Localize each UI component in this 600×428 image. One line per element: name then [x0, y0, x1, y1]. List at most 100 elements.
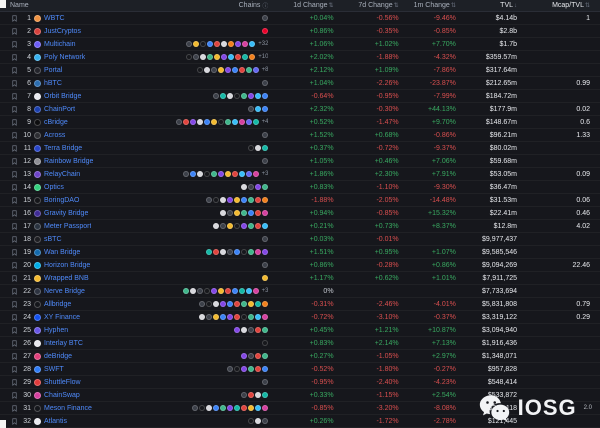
bookmark-icon[interactable]: [10, 170, 18, 178]
protocol-name-link[interactable]: SWFT: [44, 365, 64, 373]
bookmark-icon[interactable]: [10, 287, 18, 295]
column-header-1d-change[interactable]: 1d Change: [293, 2, 328, 9]
bookmark-icon[interactable]: [10, 404, 18, 412]
change-7d-value: -2.26%: [376, 79, 399, 87]
change-1m-value: -9.46%: [433, 14, 456, 22]
protocol-name-link[interactable]: deBridge: [44, 352, 73, 360]
bookmark-icon[interactable]: [10, 131, 18, 139]
tvl-value: $3,319,122: [481, 313, 518, 321]
bookmark-icon[interactable]: [10, 261, 18, 269]
protocol-name-link[interactable]: ChainPort: [44, 105, 76, 113]
chain-icon: [262, 301, 269, 307]
bookmark-icon[interactable]: [10, 313, 18, 321]
bookmark-icon[interactable]: [10, 209, 18, 217]
sort-icon[interactable]: ⇅: [584, 3, 591, 9]
protocol-name-link[interactable]: WBTC: [44, 14, 65, 22]
protocol-name-link[interactable]: Wrapped BNB: [44, 274, 89, 282]
protocol-name-link[interactable]: Terra Bridge: [44, 144, 83, 152]
tvl-value: $9,094,269: [481, 261, 518, 269]
tvl-value: $957,828: [487, 365, 518, 373]
protocol-name-link[interactable]: Across: [44, 131, 66, 139]
change-1m-value: -0.86%: [433, 131, 456, 139]
protocol-name-link[interactable]: Atlantis: [44, 417, 67, 425]
protocol-name-link[interactable]: Optics: [44, 183, 64, 191]
bookmark-icon[interactable]: [10, 391, 18, 399]
sort-icon[interactable]: ↓: [514, 3, 518, 9]
protocol-name-link[interactable]: ChainSwap: [44, 391, 80, 399]
info-icon[interactable]: ⓘ: [262, 4, 269, 10]
protocol-name-link[interactable]: Wan Bridge: [44, 248, 81, 256]
protocol-name-link[interactable]: Poly Network: [44, 53, 86, 61]
chain-icon: [255, 366, 262, 372]
protocol-name-link[interactable]: Gravity Bridge: [44, 209, 89, 217]
column-header-mcap-tvl[interactable]: Mcap/TVL: [552, 2, 584, 9]
protocol-name-link[interactable]: ShuttleFlow: [44, 378, 81, 386]
chain-icon: [235, 54, 242, 60]
protocol-name-link[interactable]: XY Finance: [44, 313, 81, 321]
bookmark-icon[interactable]: [10, 183, 18, 191]
protocol-name-link[interactable]: Multichain: [44, 40, 76, 48]
protocol-name-link[interactable]: Allbridge: [44, 300, 72, 308]
bookmark-icon[interactable]: [10, 53, 18, 61]
change-1m-value: +15.32%: [428, 209, 456, 217]
protocol-name-link[interactable]: Interlay BTC: [44, 339, 83, 347]
protocol-name-link[interactable]: cBridge: [44, 118, 68, 126]
bookmark-icon[interactable]: [10, 274, 18, 282]
bookmark-icon[interactable]: [10, 222, 18, 230]
bookmark-icon[interactable]: [10, 144, 18, 152]
column-header-1m-change[interactable]: 1m Change: [413, 2, 450, 9]
chain-icon: [231, 288, 238, 294]
column-header-name[interactable]: Name: [10, 2, 29, 9]
chain-icon: [214, 54, 221, 60]
protocol-name-link[interactable]: Orbit Bridge: [44, 92, 82, 100]
bookmark-icon[interactable]: [10, 417, 18, 425]
table-row: 14 Optics +0.83% -1.10% -9.30% $36.47m: [0, 181, 600, 194]
bookmark-icon[interactable]: [10, 365, 18, 373]
bookmark-icon[interactable]: [10, 118, 18, 126]
bookmark-icon[interactable]: [10, 378, 18, 386]
sort-icon[interactable]: ⇅: [328, 3, 334, 9]
protocol-name-link[interactable]: Hyphen: [44, 326, 69, 334]
chain-icon: [241, 93, 248, 99]
column-header-7d-change[interactable]: 7d Change: [358, 2, 393, 9]
column-header-chains[interactable]: Chains: [238, 2, 261, 9]
tvl-value: $121,445: [487, 417, 518, 425]
bookmark-icon[interactable]: [10, 300, 18, 308]
bookmark-icon[interactable]: [10, 326, 18, 334]
change-1m-value: +44.13%: [428, 105, 456, 113]
protocol-name-link[interactable]: Meson Finance: [44, 404, 92, 412]
bookmark-icon[interactable]: [10, 27, 18, 35]
bookmark-icon[interactable]: [10, 235, 18, 243]
protocol-name-link[interactable]: Portal: [44, 66, 63, 74]
protocol-name-link[interactable]: Meter Passport: [44, 222, 92, 230]
bookmark-icon[interactable]: [10, 196, 18, 204]
protocol-name-link[interactable]: hBTC: [44, 79, 62, 87]
rank-number: 9: [27, 118, 31, 126]
change-1m-value: +7.70%: [431, 40, 456, 48]
chain-icon: [252, 119, 259, 125]
protocol-name-link[interactable]: Nerve Bridge: [44, 287, 85, 295]
change-7d-value: -0.95%: [376, 92, 399, 100]
bookmark-icon[interactable]: [10, 352, 18, 360]
chain-icon: [227, 249, 234, 255]
bookmark-icon[interactable]: [10, 14, 18, 22]
protocol-name-link[interactable]: sBTC: [44, 235, 62, 243]
protocol-name-link[interactable]: RelayChain: [44, 170, 81, 178]
bookmark-icon[interactable]: [10, 66, 18, 74]
sort-icon[interactable]: ⇅: [450, 3, 456, 9]
protocol-name-link[interactable]: BoringDAO: [44, 196, 80, 204]
chain-icon-list: [168, 145, 269, 151]
protocol-name-link[interactable]: Rainbow Bridge: [44, 157, 94, 165]
column-header-tvl[interactable]: TVL: [500, 2, 514, 9]
bookmark-icon[interactable]: [10, 92, 18, 100]
sort-icon[interactable]: ⇅: [393, 3, 399, 9]
change-7d-value: +2.14%: [374, 339, 399, 347]
bookmark-icon[interactable]: [10, 105, 18, 113]
protocol-name-link[interactable]: JustCryptos: [44, 27, 81, 35]
bookmark-icon[interactable]: [10, 157, 18, 165]
bookmark-icon[interactable]: [10, 40, 18, 48]
bookmark-icon[interactable]: [10, 248, 18, 256]
bookmark-icon[interactable]: [10, 339, 18, 347]
bookmark-icon[interactable]: [10, 79, 18, 87]
protocol-name-link[interactable]: Horizon Bridge: [44, 261, 91, 269]
